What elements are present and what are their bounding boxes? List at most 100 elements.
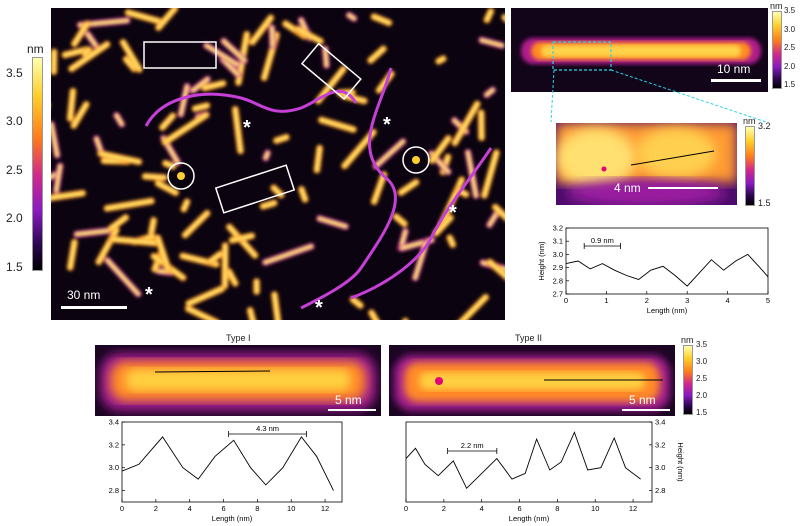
rod-core [316,67,346,103]
rod-core [72,21,90,46]
rod-core [193,103,209,111]
rod-core [51,122,59,157]
rod-core [223,244,227,288]
colorbar-tick: 1.5 [784,80,796,90]
plot-frame [565,227,769,295]
scale-label: 10 nm [717,62,751,76]
y-tick-label: 2.7 [553,290,563,299]
rod-core [156,181,178,195]
main-colorbar [32,57,43,271]
rod-core [143,174,166,180]
x-tick-label: 4 [480,504,484,513]
rod-core [123,57,137,71]
rod-core [202,81,225,90]
rod-core [347,13,357,21]
rod-core [183,211,210,238]
rod-core [160,113,175,130]
rod-core [233,107,243,153]
colorbar-tick: 2.5 [6,162,23,177]
rod-core [51,191,85,202]
type2-title: Type II [515,333,543,343]
y-tick-label: 3.1 [553,237,563,246]
colorbar-tick: 3.5 [696,340,708,350]
y-tick-label: 3.4 [655,418,665,427]
main-colorbar-unit: nm [27,42,44,56]
rod-core [68,240,77,270]
profile-mid-chart: 0 1 2 3 4 5 3.2 3.1 3.0 2.9 2.8 2.7 Length (nm) Heigh… [537,224,770,316]
rod-core [484,9,493,22]
highlight-circle [402,146,430,174]
rod-core [487,260,505,296]
profile-line [121,436,334,491]
rod-core [85,32,98,48]
x-tick-label: 2 [645,296,649,305]
scale-bar [711,79,761,82]
highlight-box [143,41,217,69]
x-tick-label: 12 [321,504,329,513]
rod-core [69,42,110,71]
profile-type2-chart: 0 2 4 6 8 10 12 3.4 3.2 3.0 2.8 Length (nm) Height (… [404,418,684,524]
zoom-top-texture [521,38,761,71]
type1-image: 5 nm [95,345,381,416]
x-tick-label: 8 [555,504,559,513]
rod-core [433,215,453,236]
marker-star: * [315,297,323,319]
colorbar-tick: 2.5 [784,43,796,53]
rod-core [261,201,277,209]
y-tick-label: 3.0 [553,250,563,259]
colorbar-tick: 3.5 [6,65,23,80]
profile-line [405,431,641,490]
scale-bar [328,409,376,411]
x-tick-label: 6 [517,504,521,513]
rod-core [456,188,469,197]
bottom-colorbar-unit: nm [681,335,694,345]
x-tick-label: 2 [442,504,446,513]
scale-label: 5 nm [629,393,656,407]
type2-texture [394,355,670,411]
rod-core [248,308,256,320]
zoom-connector [550,69,767,123]
y-tick-label: 2.8 [655,486,665,495]
rod-core [181,199,190,212]
rod-core [186,306,219,320]
type2-image: 5 nm [389,345,675,416]
y-tick-label: 3.4 [109,418,119,427]
y-tick-label: 3.2 [655,440,665,449]
rod-core [98,151,141,164]
rod-core [68,89,75,121]
rod-core [186,286,224,306]
annotation-label: 2.2 nm [461,441,484,450]
rod-core [482,150,499,198]
rod-core [250,15,273,45]
rod-core [299,187,308,202]
colorbar-tick: 1.5 [696,408,708,418]
scale-bar [61,306,127,309]
rod [51,101,52,120]
scale-label: 4 nm [614,181,641,195]
rod [486,258,505,297]
scale-label: 5 nm [335,393,362,407]
rod-core [274,135,289,143]
y-tick-label: 2.9 [553,263,563,272]
plot-frame [405,421,653,503]
rod-core [484,87,495,97]
x-tick-label: 12 [629,504,637,513]
colorbar-tick: 2.0 [784,61,796,71]
rod-core [230,234,254,243]
scale-label: 30 nm [67,288,101,302]
rod-core [398,229,408,250]
rod-core [369,310,390,320]
rod-core [398,180,419,195]
x-tick-label: 3 [685,296,689,305]
rod-core [479,111,484,140]
type1-texture [100,353,376,411]
top-colorbar [772,11,782,89]
rod-core [82,47,91,56]
rod-core [487,212,498,227]
colorbar-tick: 1.5 [6,259,23,274]
rod-core [78,18,129,27]
x-tick-label: 10 [591,504,599,513]
rod-core [121,40,142,72]
rod-core [452,295,488,320]
rod-core [105,258,141,297]
